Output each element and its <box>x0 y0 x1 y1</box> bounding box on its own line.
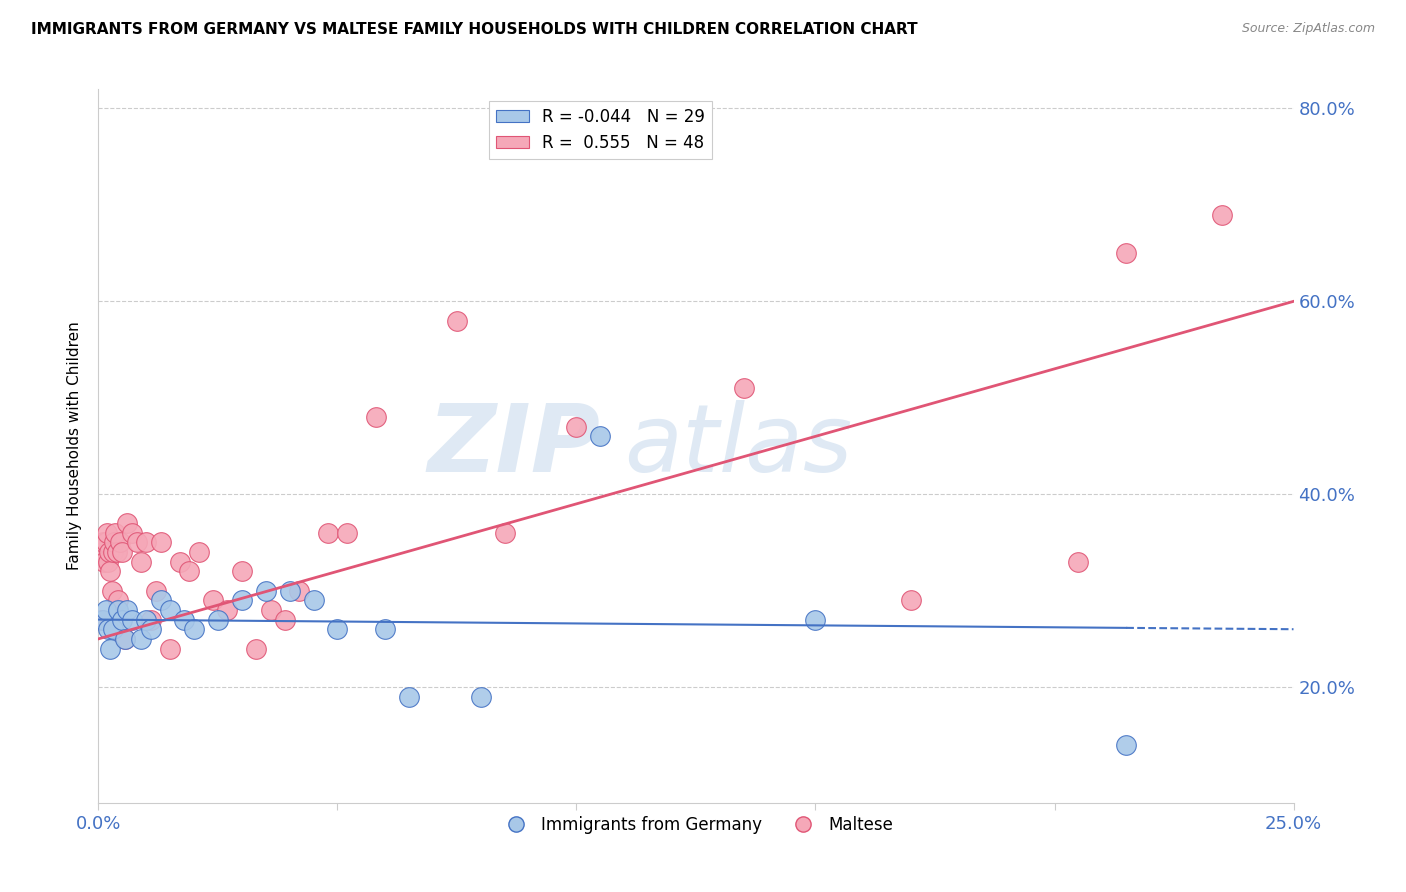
Point <box>149 535 172 549</box>
Point <box>446 313 468 327</box>
Point <box>398 690 420 704</box>
Point <box>326 622 349 636</box>
Point <box>288 583 311 598</box>
Point <box>111 613 134 627</box>
Point <box>139 613 162 627</box>
Point <box>121 525 143 540</box>
Point <box>94 535 117 549</box>
Point <box>115 516 138 530</box>
Point <box>108 535 131 549</box>
Point <box>364 410 387 425</box>
Point <box>97 555 120 569</box>
Point <box>173 613 195 627</box>
Text: Source: ZipAtlas.com: Source: ZipAtlas.com <box>1241 22 1375 36</box>
Point <box>131 632 153 646</box>
Point <box>98 565 122 579</box>
Point <box>733 381 755 395</box>
Point <box>316 525 339 540</box>
Point <box>98 641 122 656</box>
Point <box>1211 208 1233 222</box>
Point <box>159 603 181 617</box>
Point <box>149 593 172 607</box>
Point <box>374 622 396 636</box>
Point <box>114 632 136 646</box>
Point <box>111 545 134 559</box>
Point <box>207 613 229 627</box>
Point <box>217 603 239 617</box>
Point <box>565 419 588 434</box>
Point <box>179 565 201 579</box>
Y-axis label: Family Households with Children: Family Households with Children <box>67 322 83 570</box>
Point <box>278 583 301 598</box>
Point <box>145 583 167 598</box>
Legend: Immigrants from Germany, Maltese: Immigrants from Germany, Maltese <box>492 810 900 841</box>
Point <box>159 641 181 656</box>
Point <box>1115 738 1137 752</box>
Point <box>104 525 127 540</box>
Point <box>135 535 157 549</box>
Point <box>105 545 128 559</box>
Point <box>91 545 114 559</box>
Point <box>97 545 120 559</box>
Point <box>231 593 253 607</box>
Point <box>169 555 191 569</box>
Point <box>96 525 118 540</box>
Text: IMMIGRANTS FROM GERMANY VS MALTESE FAMILY HOUSEHOLDS WITH CHILDREN CORRELATION C: IMMIGRANTS FROM GERMANY VS MALTESE FAMIL… <box>31 22 918 37</box>
Point <box>804 613 827 627</box>
Point <box>107 593 129 607</box>
Point <box>135 613 157 627</box>
Point <box>202 593 225 607</box>
Point <box>101 545 124 559</box>
Text: atlas: atlas <box>624 401 852 491</box>
Point <box>97 622 120 636</box>
Point <box>125 535 148 549</box>
Point <box>101 622 124 636</box>
Point <box>231 565 253 579</box>
Point <box>302 593 325 607</box>
Point <box>93 555 115 569</box>
Point <box>494 525 516 540</box>
Point <box>107 603 129 617</box>
Point <box>131 555 153 569</box>
Point <box>187 545 209 559</box>
Point <box>91 535 114 549</box>
Point <box>101 583 124 598</box>
Point <box>470 690 492 704</box>
Text: ZIP: ZIP <box>427 400 600 492</box>
Point <box>1067 555 1090 569</box>
Point <box>1115 246 1137 260</box>
Point <box>589 429 612 443</box>
Point <box>121 613 143 627</box>
Point <box>94 603 117 617</box>
Point <box>139 622 162 636</box>
Point <box>274 613 297 627</box>
Point <box>103 535 125 549</box>
Point <box>90 613 112 627</box>
Point <box>114 632 136 646</box>
Point <box>336 525 359 540</box>
Point <box>900 593 922 607</box>
Point <box>115 603 138 617</box>
Point <box>183 622 205 636</box>
Point <box>259 603 281 617</box>
Point <box>245 641 267 656</box>
Point <box>254 583 277 598</box>
Point <box>91 613 114 627</box>
